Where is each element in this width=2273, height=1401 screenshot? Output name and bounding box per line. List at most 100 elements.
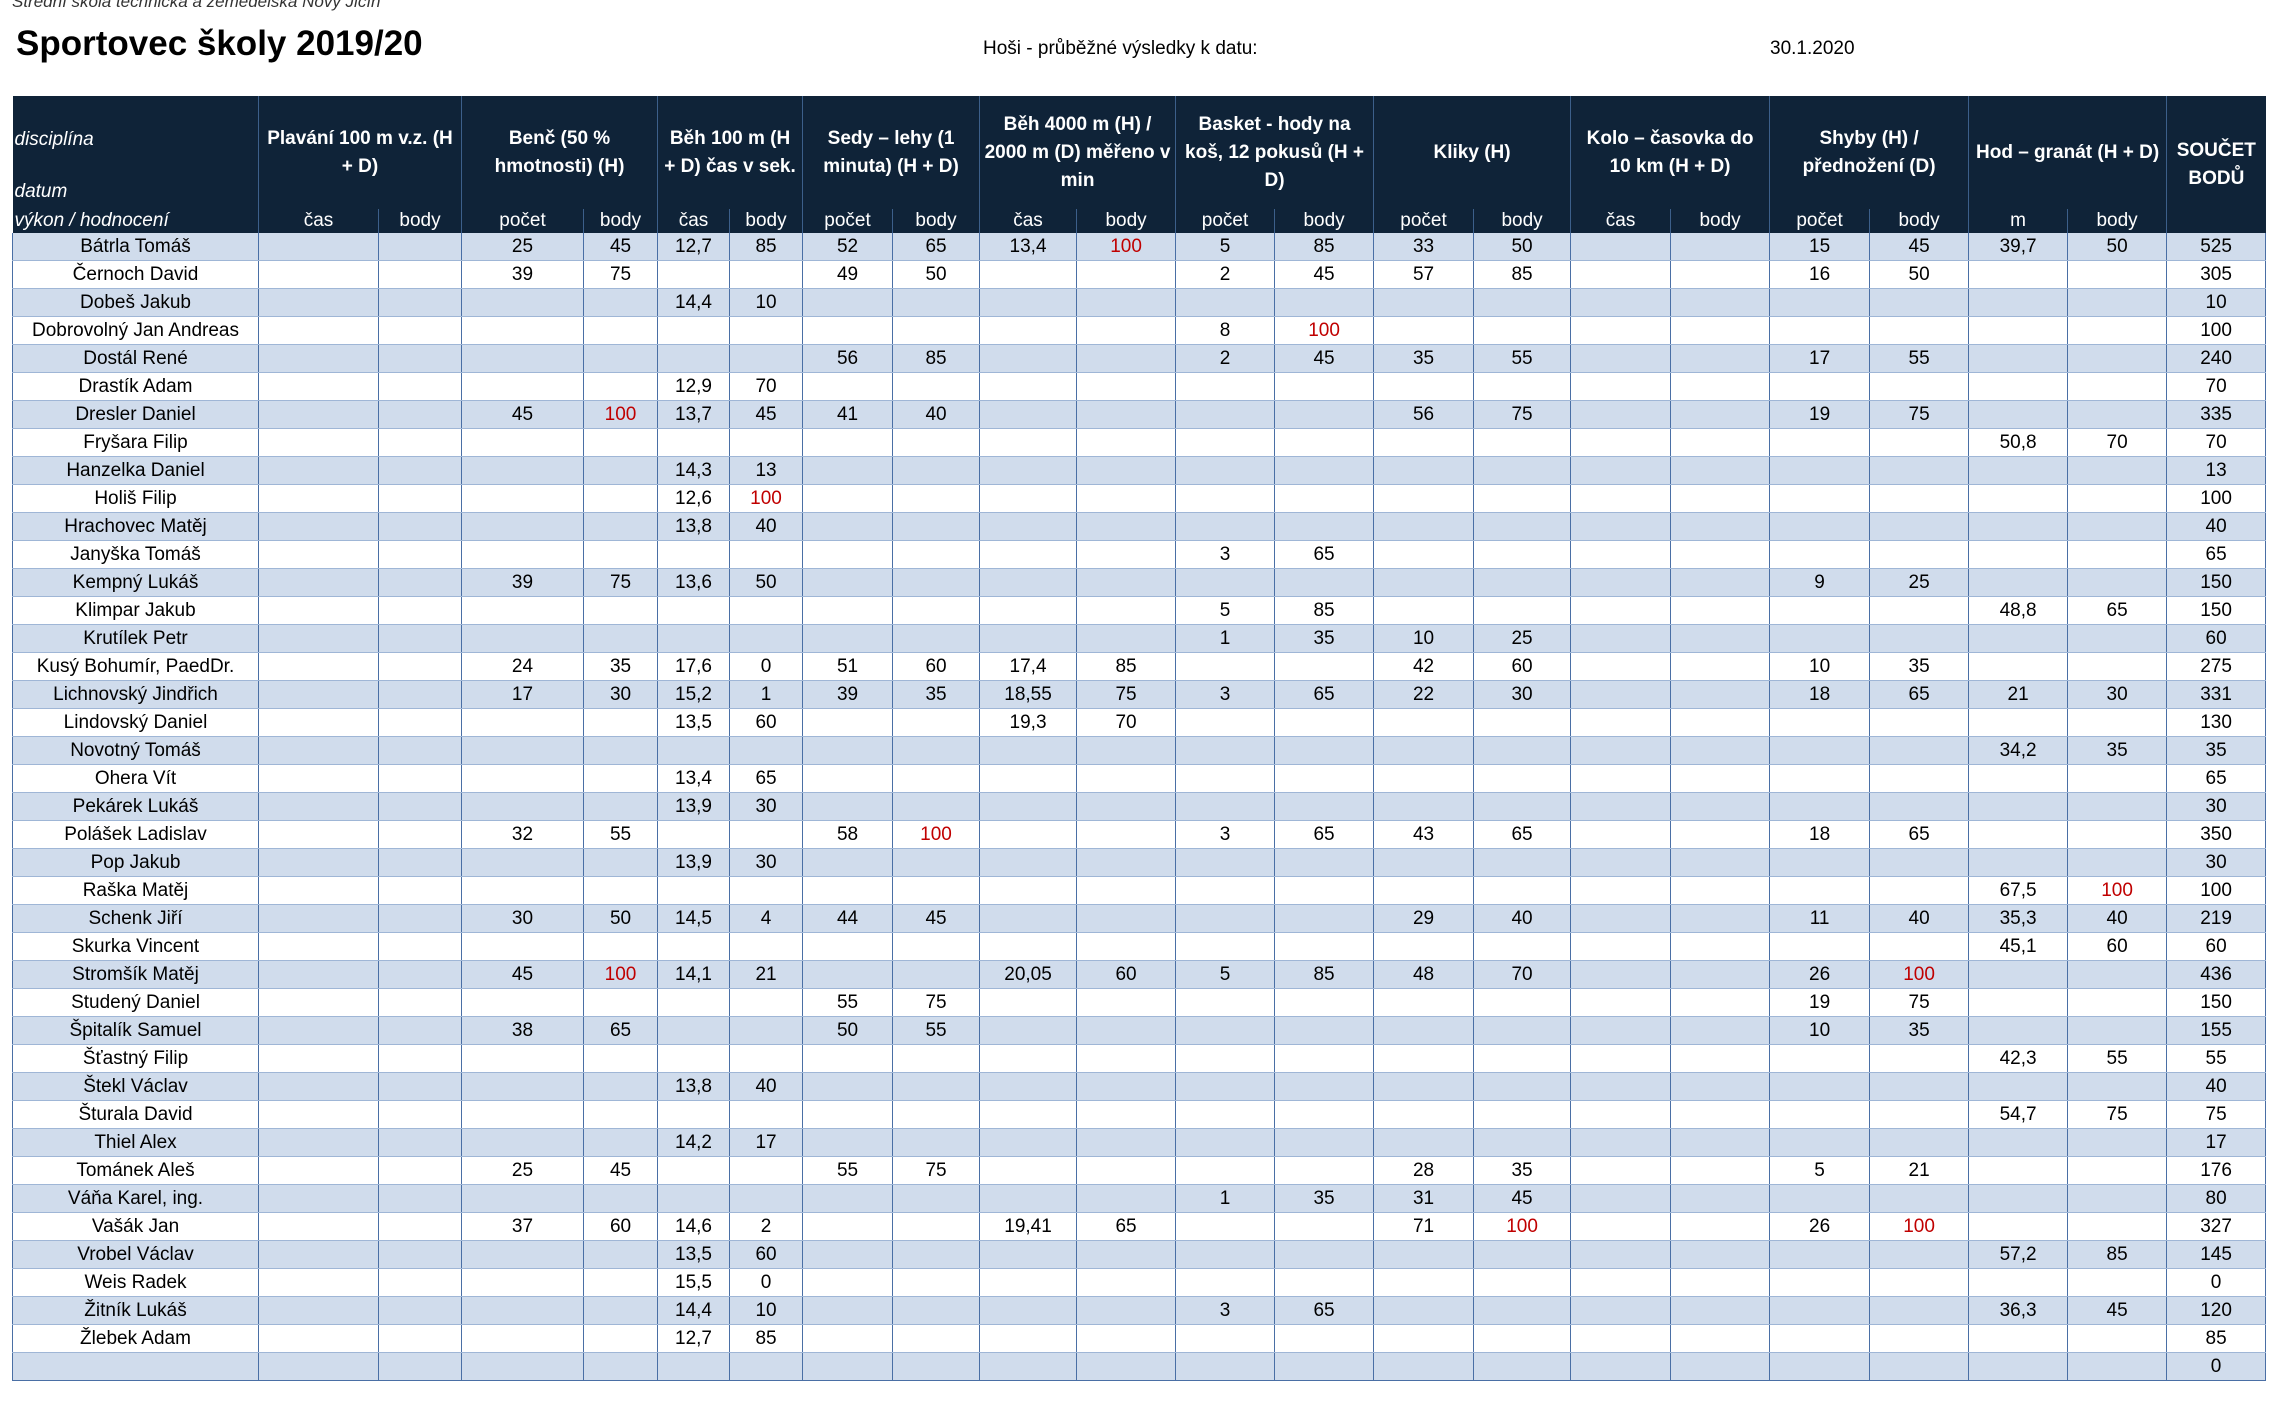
value-cell [1968,652,2068,681]
value-cell [1076,288,1176,317]
value-cell [1769,1240,1870,1269]
value-cell [378,233,462,261]
value-cell [258,1016,379,1045]
value-cell [657,624,730,653]
value-cell [1869,596,1969,625]
value-cell [582,736,658,765]
value-cell [258,708,379,737]
value-cell [657,1100,730,1129]
value-cell [1968,372,2068,401]
value-cell [729,932,803,961]
value-cell [1175,708,1275,737]
value-cell [802,960,893,989]
value-cell [461,484,584,513]
total-cell: 0 [2166,1352,2267,1381]
value-cell [461,1296,584,1325]
value-cell [1373,428,1474,457]
discipline-header: Běh 100 m (H + D) čas v sek. [657,96,803,209]
value-cell [1570,1156,1671,1185]
value-cell: 36,3 [1968,1296,2068,1325]
name-cell: Novotný Tomáš [12,736,259,765]
value-cell [729,596,803,625]
value-cell [979,764,1077,793]
value-cell [1968,1352,2068,1381]
value-cell: 40 [1473,904,1571,933]
value-cell [1274,568,1374,597]
value-cell [1373,1352,1474,1381]
value-cell: 60 [582,1212,658,1241]
data-row: Skurka Vincent 45,1 60 60 [12,932,2267,961]
total-cell: 55 [2166,1044,2267,1073]
value-cell [1769,764,1870,793]
corner-header: výkon / hodnocení [12,209,259,233]
value-cell [1869,1072,1969,1101]
value-cell [1869,1240,1969,1269]
value-cell: 21 [1869,1156,1969,1185]
total-cell: 100 [2166,316,2267,345]
value-cell [1175,400,1275,429]
value-cell: 12,7 [657,233,730,261]
value-cell: 0 [729,1268,803,1297]
value-cell [1076,344,1176,373]
value-cell [1076,1044,1176,1073]
value-cell [979,820,1077,849]
value-cell [461,344,584,373]
data-row: Novotný Tomáš 34,2 35 35 [12,736,2267,765]
value-cell: 71 [1373,1212,1474,1241]
total-cell: 0 [2166,1268,2267,1297]
value-cell [657,596,730,625]
value-cell [2067,1072,2167,1101]
value-cell [802,568,893,597]
value-cell [1869,372,1969,401]
value-cell [1968,1072,2068,1101]
value-cell [979,1352,1077,1381]
value-cell [1076,1268,1176,1297]
total-cell: 525 [2166,233,2267,261]
value-cell [1274,1044,1374,1073]
value-cell [1670,1184,1770,1213]
subheader: m [1968,209,2068,233]
value-cell [461,1184,584,1213]
value-cell [258,876,379,905]
value-cell [979,1324,1077,1353]
value-cell: 14,4 [657,288,730,317]
value-cell [378,876,462,905]
value-cell [1670,764,1770,793]
value-cell: 65 [1076,1212,1176,1241]
value-cell [892,764,980,793]
value-cell: 10 [1769,652,1870,681]
name-cell: Pekárek Lukáš [12,792,259,821]
total-cell: 30 [2166,792,2267,821]
value-cell: 75 [892,1156,980,1185]
value-cell: 100 [892,820,980,849]
value-cell [1473,1044,1571,1073]
value-cell [582,764,658,793]
value-cell: 45 [461,400,584,429]
discipline-header: Shyby (H) / přednožení (D) [1769,96,1969,209]
value-cell [1076,1324,1176,1353]
value-cell [378,512,462,541]
value-cell [892,1212,980,1241]
value-cell [582,596,658,625]
value-cell [802,1268,893,1297]
value-cell: 13,4 [979,233,1077,261]
name-cell: Špitalík Samuel [12,1016,259,1045]
total-cell: 150 [2166,568,2267,597]
value-cell [1869,1296,1969,1325]
value-cell: 45 [461,960,584,989]
value-cell [1570,428,1671,457]
value-cell: 17 [729,1128,803,1157]
total-cell: 70 [2166,428,2267,457]
value-cell [1076,400,1176,429]
value-cell [802,1352,893,1381]
value-cell [1968,540,2068,569]
value-cell [582,512,658,541]
sheet-title: Sportovec školy 2019/20 [16,24,423,63]
value-cell [461,428,584,457]
value-cell: 20,05 [979,960,1077,989]
value-cell [1769,428,1870,457]
value-cell [1274,876,1374,905]
value-cell [1769,1324,1870,1353]
value-cell [378,372,462,401]
